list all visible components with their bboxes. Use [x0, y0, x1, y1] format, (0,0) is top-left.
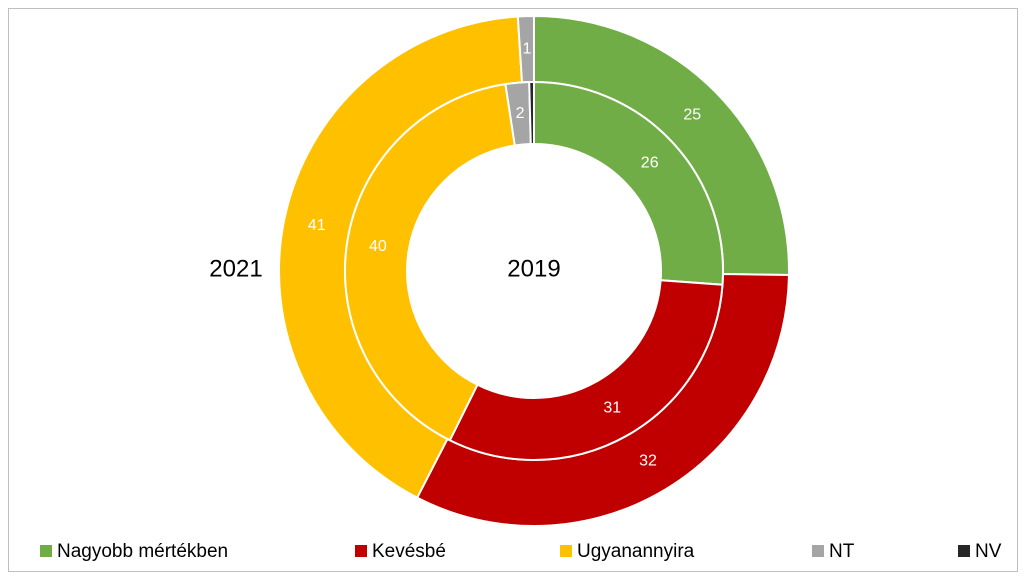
doughnut-slice: [533, 80, 724, 286]
data-label: 25: [683, 106, 701, 123]
doughnut-slice: [448, 279, 724, 461]
legend-swatch: [958, 545, 970, 557]
legend-label: Kevésbé: [372, 541, 446, 562]
data-label: 26: [641, 155, 659, 172]
legend-label: Nagyobb mértékben: [57, 541, 228, 562]
doughnut-slice: [344, 83, 516, 442]
data-label: 2: [516, 105, 525, 122]
series-name: 2021: [209, 255, 262, 282]
legend-label: Ugyanannyira: [577, 541, 695, 562]
data-label: 41: [308, 217, 326, 234]
series-name: 2019: [507, 255, 560, 282]
legend-swatch: [40, 545, 52, 557]
legend-swatch: [560, 545, 572, 557]
data-label: 1: [523, 40, 532, 57]
legend-swatch: [812, 545, 824, 557]
data-label: 32: [639, 453, 657, 470]
data-label: 40: [369, 238, 387, 255]
legend-swatch: [355, 545, 367, 557]
legend-label: NV: [975, 541, 1002, 562]
legend-label: NT: [829, 541, 855, 562]
data-label: 31: [603, 399, 621, 416]
doughnut-slice: [528, 80, 535, 146]
